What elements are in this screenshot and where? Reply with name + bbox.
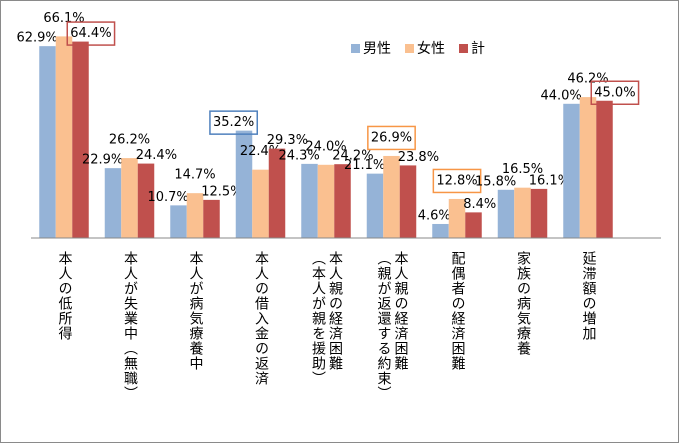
- data-label: 12.5%: [201, 184, 242, 199]
- data-label: 26.9%: [371, 130, 412, 145]
- x-tick-label: 本人の低所得: [56, 251, 73, 341]
- bar: [399, 165, 417, 238]
- data-label: 24.2%: [332, 149, 373, 164]
- bar: [432, 223, 449, 238]
- bar: [383, 155, 400, 238]
- bar: [137, 163, 155, 238]
- bar: [72, 41, 89, 238]
- data-label: 16.5%: [502, 162, 543, 177]
- data-label: 64.4%: [70, 26, 111, 41]
- data-label: 24.3%: [278, 148, 319, 163]
- bar: [563, 103, 580, 238]
- bar: [465, 212, 482, 238]
- data-label: 16.1%: [529, 173, 570, 188]
- data-label: 62.9%: [16, 31, 57, 46]
- bar: [268, 148, 286, 238]
- bar: [186, 193, 204, 238]
- x-tick-label: 本人親の経済困難 （本人が親を援助）: [310, 251, 343, 386]
- bar: [170, 205, 187, 238]
- data-label: 12.8%: [436, 173, 477, 188]
- bar: [252, 169, 269, 238]
- x-tick-label: 本人親の経済困難 （親が返還する約束）: [375, 251, 409, 401]
- legend-label: 女性: [417, 40, 445, 57]
- data-label: 15.8%: [475, 174, 516, 189]
- x-tick-label: 配偶者の経済困難: [449, 251, 466, 371]
- data-label: 35.2%: [213, 115, 254, 130]
- bar: [55, 36, 73, 238]
- data-label: 44.0%: [540, 88, 581, 103]
- bar: [579, 97, 597, 238]
- bar: [235, 130, 253, 238]
- data-label: 26.2%: [109, 133, 150, 148]
- bar: [334, 164, 351, 238]
- legend-label: 男性: [363, 41, 391, 57]
- highlight-box: [209, 110, 258, 135]
- bar: [596, 100, 613, 238]
- legend-swatch: [405, 44, 414, 53]
- bar: [39, 46, 56, 238]
- data-label: 66.1%: [43, 11, 84, 26]
- highlight-box: [432, 168, 482, 194]
- data-label: 29.3%: [267, 133, 308, 148]
- data-label: 21.1%: [344, 158, 385, 173]
- bar: [448, 198, 466, 238]
- bar: [203, 199, 220, 238]
- data-label: 24.0%: [305, 139, 346, 154]
- data-label: 22.9%: [82, 153, 123, 168]
- data-label: 8.4%: [463, 197, 496, 212]
- highlight-box: [66, 21, 116, 46]
- bar: [121, 158, 138, 238]
- data-label: 4.6%: [418, 208, 451, 223]
- x-tick-label: 本人が病気療養中: [187, 251, 204, 371]
- data-label: 46.2%: [567, 72, 608, 87]
- bar: [366, 173, 384, 238]
- data-label: 10.7%: [147, 190, 188, 205]
- data-label: 23.8%: [398, 150, 439, 165]
- bar: [317, 164, 335, 238]
- x-tick-label: 本人が失業中（無職）: [122, 251, 138, 401]
- x-tick-label: 家族の病気療養: [515, 251, 531, 356]
- data-label: 14.7%: [174, 168, 215, 183]
- highlight-box: [367, 125, 416, 151]
- bar: [530, 188, 548, 238]
- bar: [497, 189, 515, 238]
- legend-swatch: [459, 44, 468, 53]
- x-tick-label: 本人の借入金の返済: [253, 251, 269, 386]
- bar: [301, 163, 318, 238]
- legend-swatch: [351, 44, 360, 53]
- data-label: 24.4%: [136, 148, 177, 163]
- legend-label: 計: [471, 41, 485, 57]
- highlight-box: [590, 80, 640, 105]
- bar: [514, 187, 531, 238]
- bar: [104, 168, 122, 238]
- data-label: 45.0%: [594, 85, 635, 100]
- x-tick-label: 延滞額の増加: [580, 251, 597, 341]
